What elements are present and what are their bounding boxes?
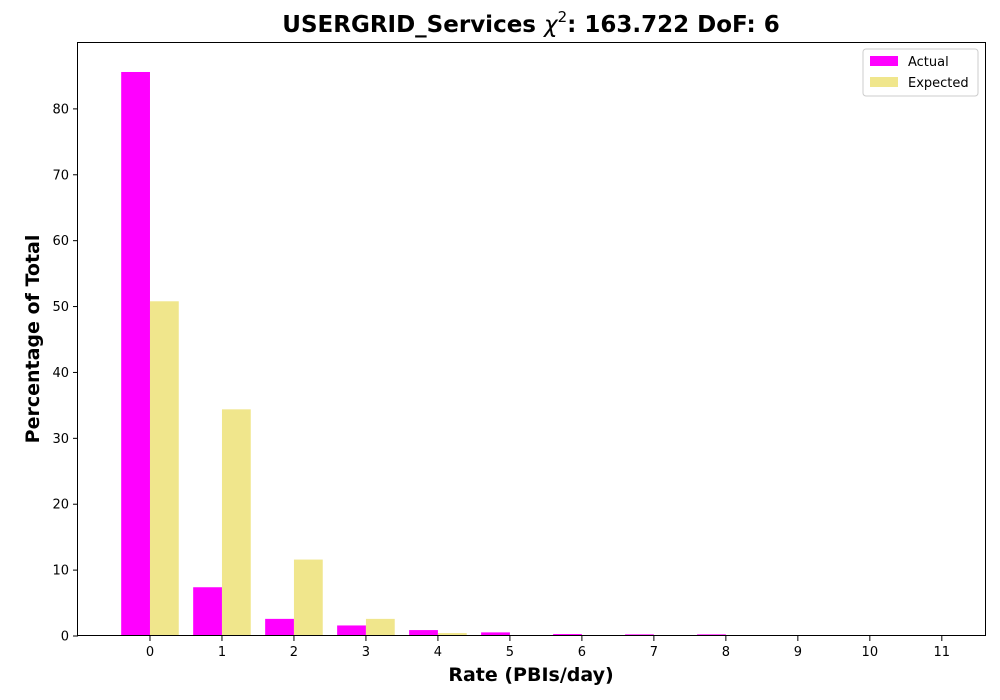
legend-swatch-expected [870, 77, 898, 87]
y-tick-label-30: 30 [52, 432, 69, 447]
bar-actual-3 [337, 625, 366, 636]
chart-title-statistic: : 163.722 DoF: 6 [567, 12, 780, 38]
legend-label-actual: Actual [908, 55, 949, 70]
bar-expected-4 [437, 633, 467, 636]
legend-label-expected: Expected [908, 76, 969, 91]
y-tick-label-10: 10 [52, 564, 69, 579]
plot-frame [77, 42, 986, 636]
x-tick-label-7: 7 [650, 645, 658, 660]
y-tick-label-0: 0 [61, 630, 69, 645]
chart-title-chi-symbol: χ [542, 12, 559, 38]
bars-layer [121, 71, 942, 637]
bar-expected-0 [149, 301, 179, 636]
y-tick-label-40: 40 [52, 366, 69, 381]
y-axis-ticks: 0 10 20 30 40 50 60 70 80 [52, 102, 78, 645]
x-tick-label-3: 3 [362, 645, 370, 660]
y-tick-label-60: 60 [52, 234, 69, 249]
x-tick-label-1: 1 [218, 645, 226, 660]
bar-actual-2 [265, 618, 294, 636]
bar-actual-5 [481, 632, 510, 636]
y-tick-label-80: 80 [52, 102, 69, 117]
legend-swatch-actual [870, 56, 898, 66]
x-tick-label-5: 5 [506, 645, 514, 660]
x-tick-label-9: 9 [794, 645, 802, 660]
bar-expected-1 [221, 409, 251, 636]
bar-actual-4 [409, 630, 438, 636]
bar-actual-1 [193, 587, 222, 636]
y-tick-label-70: 70 [52, 168, 69, 183]
x-tick-label-6: 6 [578, 645, 586, 660]
chart-title-chi-exponent: 2 [558, 8, 568, 26]
x-tick-label-4: 4 [434, 645, 442, 660]
bar-actual-0 [121, 71, 150, 637]
y-tick-label-20: 20 [52, 498, 69, 513]
x-axis-ticks: 0 1 2 3 4 5 6 7 8 9 10 11 [146, 636, 950, 660]
x-tick-label-10: 10 [862, 645, 879, 660]
y-tick-label-50: 50 [52, 300, 69, 315]
x-tick-label-8: 8 [722, 645, 730, 660]
legend: Actual Expected [862, 48, 979, 97]
x-axis-label: Rate (PBIs/day) [448, 664, 613, 686]
bar-expected-2 [293, 559, 323, 636]
chart-title-name: USERGRID_Services [282, 12, 536, 38]
bar-expected-3 [365, 618, 395, 636]
chart-title: USERGRID_Services χ2: 163.722 DoF: 6 [282, 8, 779, 38]
x-tick-label-2: 2 [290, 645, 298, 660]
x-tick-label-0: 0 [146, 645, 154, 660]
x-tick-label-11: 11 [934, 645, 951, 660]
y-axis-label: Percentage of Total [22, 235, 44, 444]
